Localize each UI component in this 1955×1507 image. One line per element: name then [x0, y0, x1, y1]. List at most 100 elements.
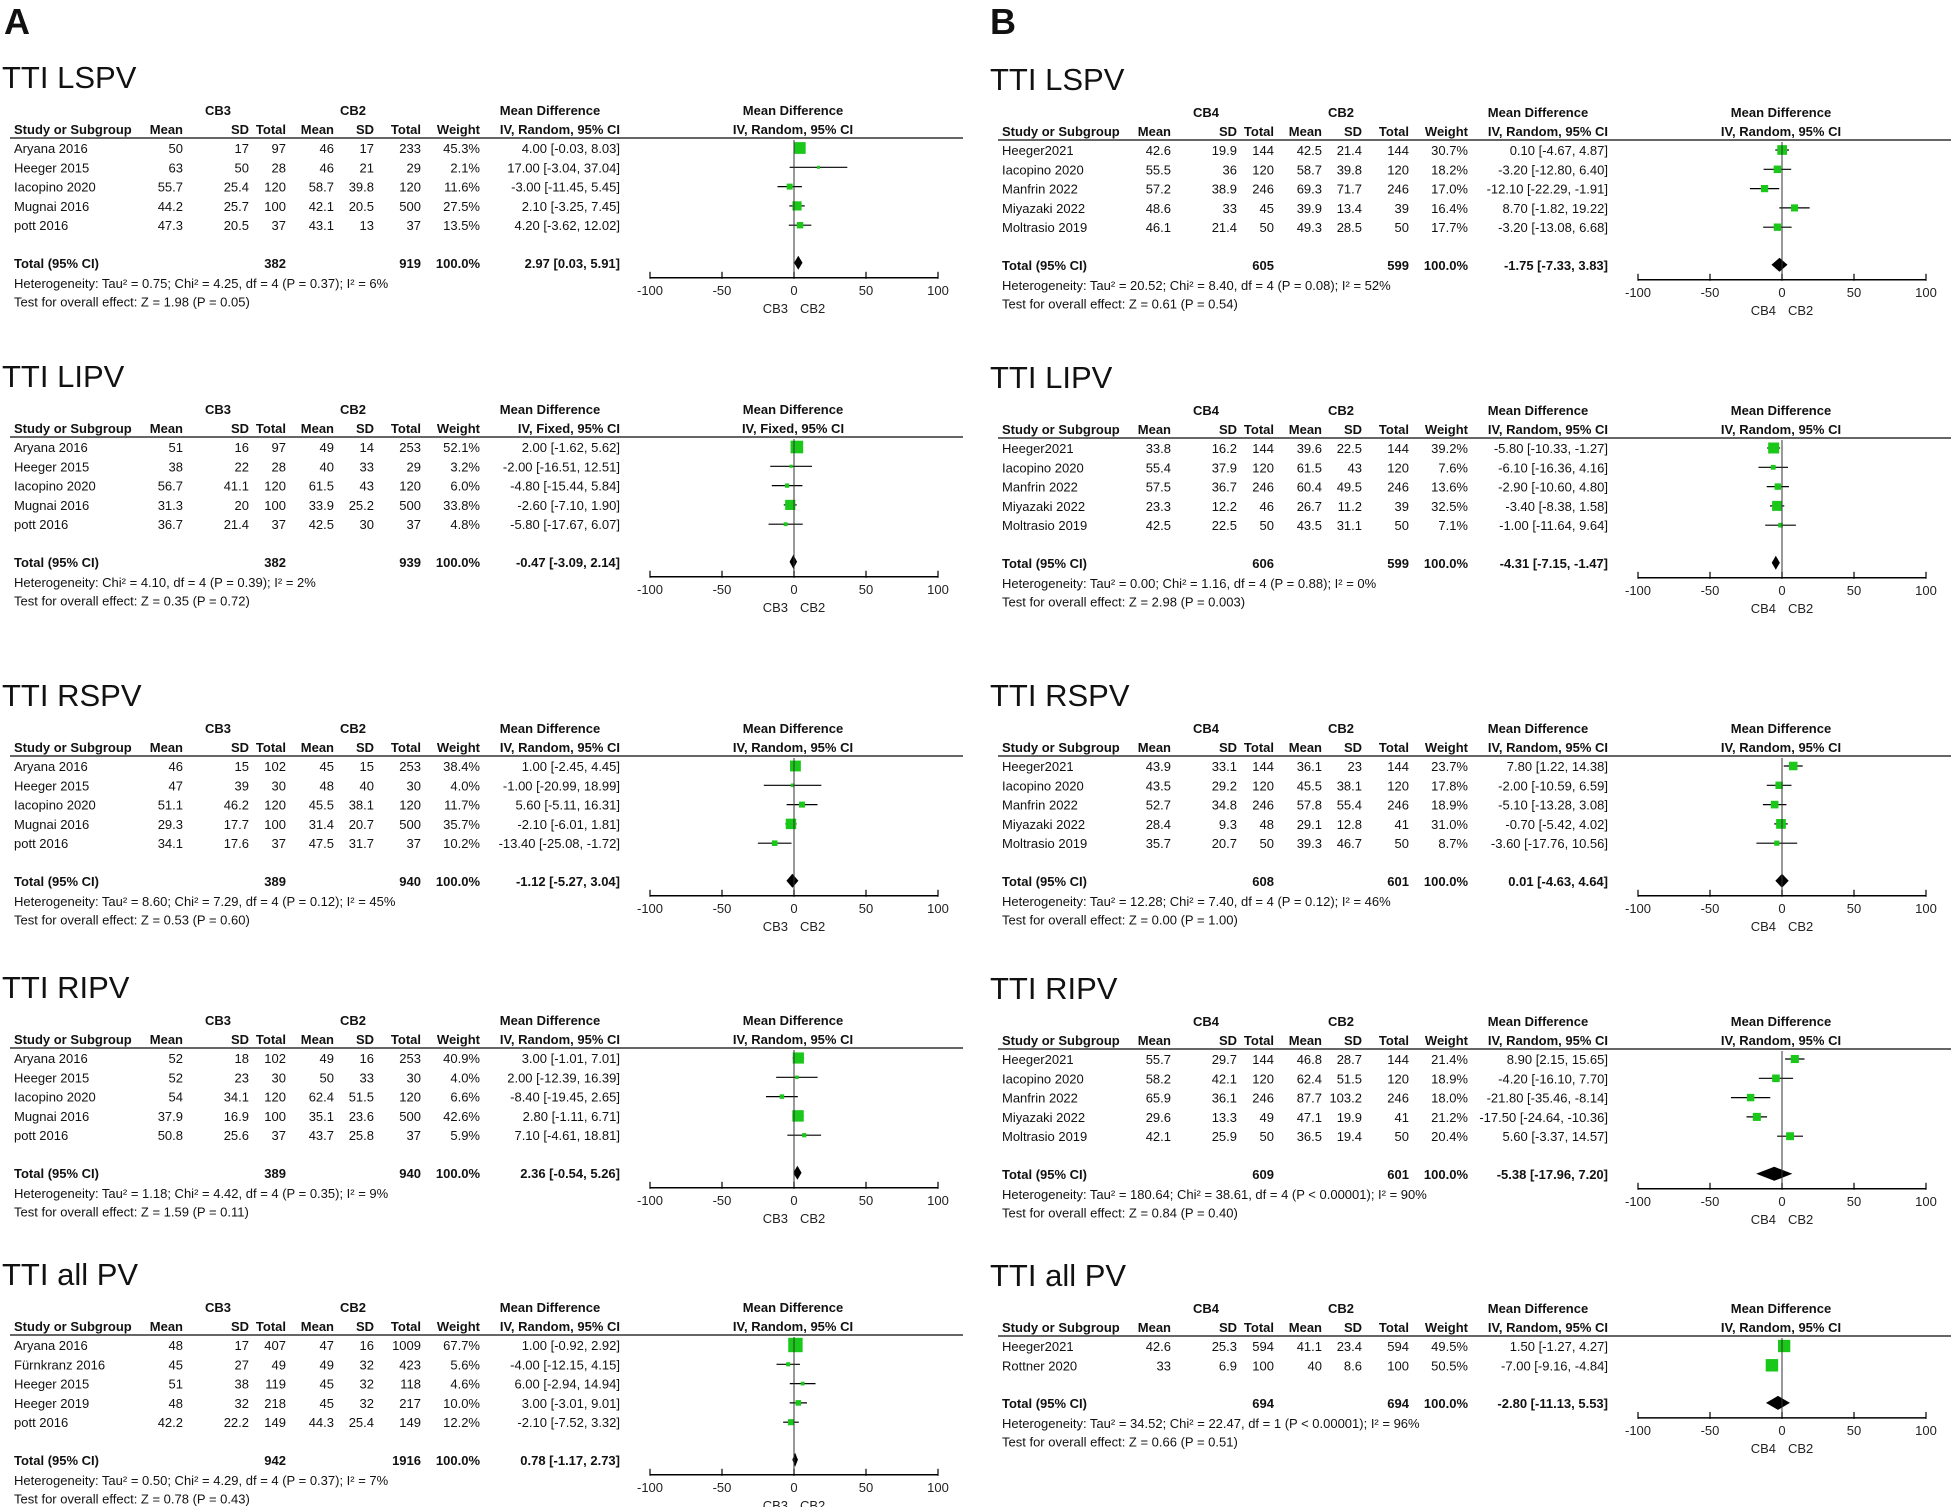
column-header: Weight — [437, 1032, 481, 1047]
study-row: Iacopino 2020 43.5 29.2 120 45.5 38.1 120 17.8%… — [1002, 778, 1792, 793]
column-header: Weight — [1425, 124, 1469, 139]
study-cell: 594 — [1252, 1339, 1274, 1354]
total-n2: 1916 — [392, 1453, 421, 1468]
study-cell: 49 — [320, 1051, 334, 1066]
study-cell: -4.00 [-12.15, 4.15] — [510, 1357, 620, 1372]
study-cell: 18.9% — [1431, 798, 1468, 813]
study-cell: 2.1% — [450, 160, 480, 175]
study-cell: 8.7% — [1438, 836, 1468, 851]
study-cell: 45 — [320, 1377, 334, 1392]
study-row: Moltrasio 2019 42.1 25.9 50 36.5 19.4 50 20.4% 5… — [1002, 1129, 1803, 1144]
study-cell: 13.4 — [1337, 201, 1362, 216]
pooled-diamond — [794, 255, 803, 270]
favours-group2-label: CB2 — [1788, 303, 1813, 318]
x-tick-label: 50 — [1847, 583, 1861, 598]
plot-method-header: IV, Random, 95% CI — [733, 122, 853, 137]
study-cell: 47.5 — [309, 836, 334, 851]
favours-group1-label: CB4 — [1751, 919, 1776, 934]
plot-header: Mean Difference — [1731, 1014, 1831, 1029]
study-row: Aryana 2016 46 15 102 45 15 253 38.4% 1.00 [-2.4… — [14, 759, 801, 774]
x-tick-label: 50 — [1847, 285, 1861, 300]
study-cell: 21 — [360, 160, 374, 175]
study-cell: 45 — [169, 1357, 183, 1372]
column-header: SD — [356, 1032, 374, 1047]
study-cell: 57.8 — [1297, 798, 1322, 813]
x-tick-label: 50 — [859, 582, 873, 597]
study-cell: 25.4 — [224, 180, 249, 195]
study-cell: 12.8 — [1337, 817, 1362, 832]
study-row: Aryana 2016 48 17 407 47 16 1009 67.7% 1.00 [-0.… — [14, 1337, 803, 1353]
study-cell: 11.7% — [444, 798, 480, 813]
study-row: pott 2016 34.1 17.6 37 47.5 31.7 37 10.2% -13.40… — [14, 836, 792, 851]
study-cell: 20 — [235, 498, 249, 513]
study-cell: 16.4% — [1431, 201, 1468, 216]
study-cell: 41.1 — [224, 479, 249, 494]
study-row: Heeger2021 42.6 19.9 144 42.5 21.4 144 30.7% 0.1… — [1002, 143, 1790, 158]
study-cell: -1.00 [-11.64, 9.64] — [1499, 518, 1608, 533]
study-cell: 46 — [1260, 499, 1274, 514]
total-n1: 382 — [264, 555, 286, 570]
column-header: SD — [231, 740, 249, 755]
x-tick-label: 100 — [927, 1193, 949, 1208]
column-header: Mean — [1138, 1320, 1171, 1335]
study-cell: -3.20 [-13.08, 6.68] — [1498, 220, 1608, 235]
study-cell: 2.10 [-3.25, 7.45] — [522, 199, 620, 214]
study-cell: 246 — [1252, 182, 1274, 197]
study-cell: 3.2% — [450, 459, 480, 474]
effect-square — [1773, 223, 1782, 231]
study-cell: 500 — [399, 817, 421, 832]
study-name: Aryana 2016 — [14, 1338, 88, 1353]
study-cell: 120 — [1252, 460, 1274, 475]
group2-header: CB2 — [340, 103, 366, 118]
study-cell: 8.70 [-1.82, 19.22] — [1502, 201, 1608, 216]
study-cell: -4.20 [-16.10, 7.70] — [1498, 1071, 1608, 1086]
study-row: Manfrin 2022 52.7 34.8 246 57.8 55.4 246 18.9% -… — [1002, 798, 1787, 813]
study-cell: 37.9 — [158, 1109, 183, 1124]
study-cell: 42.5 — [1146, 518, 1171, 533]
mean-difference-header: Mean Difference — [1488, 403, 1588, 418]
method-header: IV, Random, 95% CI — [1488, 1320, 1608, 1335]
method-header: IV, Fixed, 95% CI — [518, 421, 620, 436]
study-cell: 33 — [1157, 1358, 1171, 1373]
column-header: Weight — [437, 1319, 481, 1334]
study-cell: 7.1% — [1438, 518, 1468, 533]
study-cell: 7.80 [1.22, 14.38] — [1507, 759, 1608, 774]
study-cell: -3.00 [-11.45, 5.45] — [511, 180, 620, 195]
column-header: Mean — [301, 1319, 334, 1334]
column-header: Total — [391, 122, 421, 137]
overall-effect-text: Test for overall effect: Z = 0.84 (P = 0… — [1002, 1205, 1238, 1220]
study-cell: 7.6% — [1438, 460, 1468, 475]
study-row: Moltrasio 2019 46.1 21.4 50 49.3 28.5 50 17.7% -… — [1002, 220, 1792, 235]
panel-title: TTI all PV — [2, 1257, 138, 1292]
study-cell: 21.4 — [1212, 220, 1237, 235]
study-cell: 19.4 — [1337, 1129, 1362, 1144]
study-cell: 34.8 — [1212, 798, 1237, 813]
study-cell: -3.40 [-8.38, 1.58] — [1505, 499, 1608, 514]
total-label: Total (95% CI) — [1002, 1167, 1087, 1182]
study-cell: 102 — [264, 759, 286, 774]
x-tick-label: -50 — [1701, 583, 1720, 598]
study-cell: 25.6 — [224, 1128, 249, 1143]
effect-square — [795, 1400, 802, 1406]
x-tick-label: 0 — [790, 901, 797, 916]
effect-square — [785, 499, 796, 510]
column-header: Study or Subgroup — [14, 740, 132, 755]
study-cell: 55.4 — [1146, 460, 1171, 475]
overall-effect-text: Test for overall effect: Z = 0.66 (P = 0… — [1002, 1434, 1238, 1449]
study-cell: 45 — [1260, 201, 1274, 216]
forest-panel: TTI RSPV CB3 CB2 Mean Difference Mean Differ… — [2, 678, 963, 934]
study-cell: 46.2 — [224, 798, 249, 813]
column-header: Mean — [150, 1319, 183, 1334]
column-header: Mean — [150, 1032, 183, 1047]
group1-header: CB4 — [1193, 1014, 1220, 1029]
pooled-diamond — [792, 1452, 798, 1467]
study-cell: 144 — [1252, 759, 1274, 774]
column-header: Total — [391, 421, 421, 436]
study-cell: 144 — [1387, 759, 1409, 774]
total-ci: 0.78 [-1.17, 2.73] — [520, 1453, 620, 1468]
total-label: Total (95% CI) — [14, 555, 99, 570]
study-cell: 246 — [1387, 182, 1409, 197]
study-row: Heeger 2015 47 39 30 48 40 30 4.0% -1.00 [-20.99… — [14, 778, 822, 793]
panel-title: TTI RSPV — [2, 678, 142, 713]
